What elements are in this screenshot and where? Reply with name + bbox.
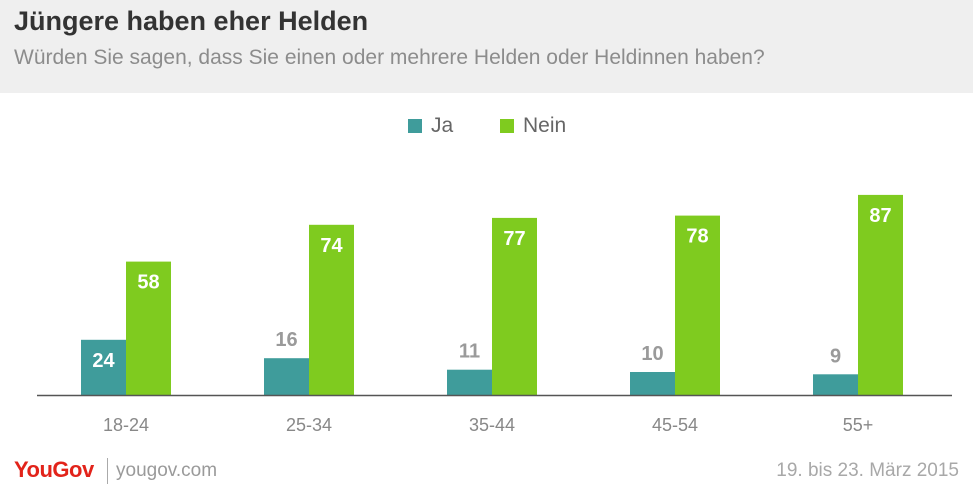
footer-divider — [107, 458, 108, 484]
bar-ja-18-24 — [81, 339, 126, 395]
bar-nein-35-44 — [492, 217, 537, 395]
chart-header: Jüngere haben eher Helden Würden Sie sag… — [0, 0, 973, 93]
bar-nein-25-34 — [309, 224, 354, 395]
chart-title: Jüngere haben eher Helden — [14, 6, 369, 36]
chart-legend: Ja Nein — [0, 112, 973, 140]
legend-label-ja: Ja — [431, 114, 454, 137]
footer-url: yougov.com — [116, 460, 218, 481]
legend-swatch-ja — [408, 119, 422, 133]
footer-date: 19. bis 23. März 2015 — [776, 460, 959, 481]
bar-nein-45-54 — [675, 215, 720, 395]
chart-subtitle: Würden Sie sagen, dass Sie einen oder me… — [14, 46, 765, 69]
data-label-nein-45-54: 78 — [686, 226, 708, 248]
data-label-nein-25-34: 74 — [320, 235, 343, 257]
bar-chart: 24 58 18-24 16 74 25-34 11 77 35-44 10 78 45-54 9 87 5… — [37, 194, 952, 435]
data-label-ja-55+: 9 — [830, 345, 841, 367]
x-tick-label-35-44: 35-44 — [469, 415, 515, 435]
data-label-ja-45-54: 10 — [641, 343, 663, 365]
bar-ja-45-54 — [630, 372, 675, 395]
bar-ja-35-44 — [447, 369, 492, 395]
x-tick-label-18-24: 18-24 — [103, 415, 149, 435]
data-label-nein-55+: 87 — [869, 205, 891, 227]
legend-label-nein: Nein — [523, 114, 567, 137]
x-tick-label-55+: 55+ — [843, 415, 874, 435]
legend-item-nein: Nein — [500, 112, 566, 140]
data-label-nein-35-44: 77 — [503, 228, 525, 250]
data-label-ja-18-24: 24 — [92, 350, 115, 372]
legend-swatch-nein — [500, 119, 514, 133]
x-tick-label-45-54: 45-54 — [652, 415, 698, 435]
data-label-nein-18-24: 58 — [137, 272, 159, 294]
legend-item-ja: Ja — [408, 112, 453, 140]
bar-ja-55+ — [813, 374, 858, 395]
data-label-ja-25-34: 16 — [275, 329, 297, 351]
data-label-ja-35-44: 11 — [459, 341, 480, 363]
bar-nein-18-24 — [126, 261, 171, 395]
yougov-logo: YouGov — [14, 457, 94, 482]
x-tick-label-25-34: 25-34 — [286, 415, 332, 435]
bar-ja-25-34 — [264, 358, 309, 395]
bar-nein-55+ — [858, 194, 903, 395]
